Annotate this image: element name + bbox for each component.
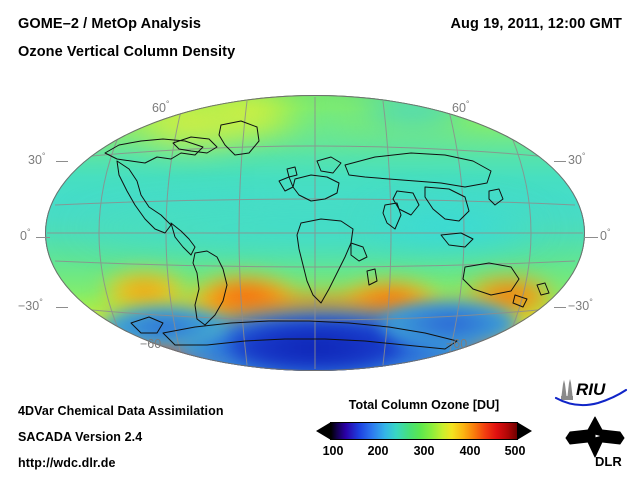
coastlines [104,120,550,350]
colorbar-tick-labels: 100 200 300 400 500 [316,444,532,462]
feature-pacific-north [55,106,132,140]
lat-tick-left-neg30 [56,307,68,308]
lat-label-left-0: 0° [20,227,31,244]
graticule-grid [47,97,583,369]
colorbar-tick-200: 200 [367,444,389,458]
lat-label-inside-60-right: 60° [452,99,470,116]
lat-label-right-30: 30° [568,151,586,168]
colorbar-title: Total Column Ozone [DU] [348,398,500,412]
lat-label-right-0: 0° [600,227,611,244]
page-title: GOME–2 / MetOp Analysis [18,16,202,32]
lat-tick-left-30 [56,161,68,162]
lat-label-inside-neg60: −60 [140,337,162,351]
riu-wordmark: RIU [576,380,606,399]
lat-label-left-30: 30° [28,151,46,168]
degree-symbol: ° [165,99,170,109]
degree-symbol: ° [581,151,586,161]
degree-symbol: ° [26,227,31,237]
lat-tick-right-30 [554,161,566,162]
dlr-wordmark: DLR [595,454,622,468]
degree-symbol: ° [606,227,611,237]
ozone-field [45,95,585,371]
colorbar-extend-high-arrow [517,422,532,440]
lat-label-left-neg30: −30° [18,297,43,314]
lat-label-inside-60: 60° [152,99,170,116]
lat-label-right-neg30: −30° [568,297,593,314]
riu-logo: RIU [554,379,628,407]
colorbar-gradient [330,422,518,440]
colorbar-tick-500: 500 [504,444,526,458]
colorbar-extend-low-arrow [316,422,331,440]
lat-tick-left-0 [36,237,50,238]
colorbar-tick-100: 100 [322,444,344,458]
colorbar-strip [316,420,532,442]
degree-symbol: ° [589,297,593,307]
footer-version-label: SACADA Version 2.4 [18,430,143,444]
feature-hole-edge-east [379,299,521,349]
degree-symbol: ° [465,99,470,109]
footer-url-link[interactable]: http://wdc.dlr.de [18,456,116,470]
degree-symbol: ° [39,297,43,307]
dlr-logo: DLR [565,416,625,468]
lat-label-inside-neg60-right: −60 [446,337,468,351]
colorbar-tick-400: 400 [459,444,481,458]
lat-tick-right-neg30 [554,307,566,308]
ozone-map: 60° 60° −60 −60 30° 0° −30° 30° 0° [0,78,640,383]
degree-symbol: ° [41,151,46,161]
footer-assimilation-label: 4DVar Chemical Data Assimilation [18,404,224,418]
observation-timestamp: Aug 19, 2011, 12:00 GMT [450,16,622,32]
feature-northatlantic [288,106,364,137]
page-subtitle: Ozone Vertical Column Density [18,44,236,60]
lat-tick-right-0 [584,237,598,238]
globe-projection [45,95,585,371]
colorbar-tick-300: 300 [413,444,435,458]
